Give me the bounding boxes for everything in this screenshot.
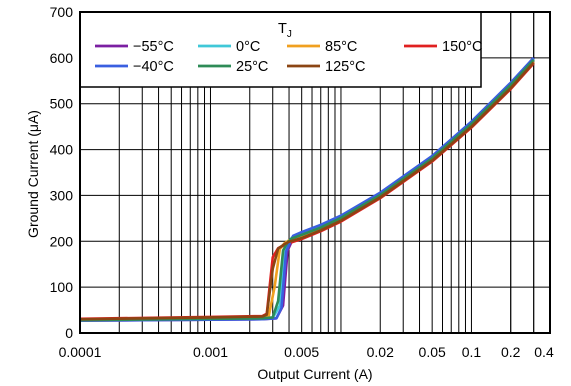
legend-label: 0°C [236, 39, 260, 55]
series-line [79, 61, 535, 321]
series-lines [79, 56, 535, 322]
x-tick-label: 0.2 [501, 344, 521, 360]
x-tick-label: 0.005 [284, 344, 319, 360]
y-tick-label: 200 [50, 233, 74, 249]
plot-frame [79, 11, 551, 334]
series-line [79, 58, 535, 322]
y-tick-label: 600 [50, 50, 74, 66]
x-tick-label: 0.001 [193, 344, 228, 360]
y-tick-label: 400 [50, 142, 74, 158]
y-tick-label: 100 [50, 279, 74, 295]
y-tick-label: 500 [50, 96, 74, 112]
legend-title-subscript: J [287, 29, 292, 40]
x-tick-label: 0.4 [534, 344, 554, 360]
legend-label: −55°C [133, 39, 174, 55]
legend: TJ−55°C 0°C 85°C 150°C−40°C 25°C 125°C [79, 11, 482, 88]
x-tick-label: 0.05 [419, 344, 446, 360]
legend-label: 85°C [325, 39, 357, 55]
x-tick-label: 0.1 [462, 344, 482, 360]
x-tick-label: 0.02 [367, 344, 394, 360]
x-axis-title: Output Current (A) [257, 366, 372, 382]
legend-label: 150°C [442, 39, 482, 55]
legend-label: 25°C [236, 59, 268, 75]
y-tick-label: 300 [50, 187, 74, 203]
x-tick-label: 0.0001 [59, 344, 102, 360]
legend-box [79, 11, 482, 88]
y-tick-label: 700 [50, 4, 74, 20]
plot-border [79, 11, 551, 334]
y-tick-label: 0 [65, 325, 73, 341]
legend-label: −40°C [133, 59, 174, 75]
tick-labels: 0.0001 0.001 0.005 0.02 0.05 0.1 0.2 0.4 0 100 200… [50, 4, 554, 360]
legend-label: 125°C [325, 59, 365, 75]
y-axis-title: Ground Current (μA) [25, 110, 41, 238]
